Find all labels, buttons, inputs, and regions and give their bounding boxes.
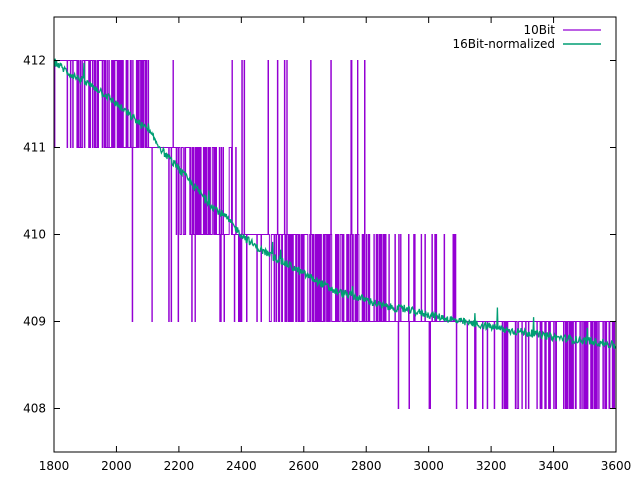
series-16bit-line <box>53 58 616 351</box>
series-16bit-normalized <box>53 58 616 351</box>
series-10bit-line <box>54 60 616 409</box>
y-tick-label: 412 <box>23 54 46 68</box>
legend-label-16bit: 16Bit-normalized <box>452 37 555 51</box>
x-tick-label: 3600 <box>601 459 632 473</box>
x-tick-label: 2600 <box>289 459 320 473</box>
x-tick-label: 1800 <box>39 459 70 473</box>
x-tick-label: 2200 <box>164 459 195 473</box>
axes: 1800 2000 2200 2400 2600 2800 3000 3200 3400 3600… <box>23 17 631 473</box>
x-tick-label: 3000 <box>413 459 444 473</box>
series-10bit <box>54 60 616 409</box>
y-tick-label: 410 <box>23 228 46 242</box>
legend-label-10bit: 10Bit <box>523 23 555 37</box>
y-tick-label: 411 <box>23 141 46 155</box>
x-tick-label: 2400 <box>226 459 257 473</box>
y-tick-label: 409 <box>23 315 46 329</box>
y-tick-label: 408 <box>23 402 46 416</box>
x-tick-label: 3400 <box>538 459 569 473</box>
x-tick-label: 2800 <box>351 459 382 473</box>
x-tick-label: 3200 <box>476 459 507 473</box>
legend: 10Bit 16Bit-normalized <box>452 23 601 51</box>
x-tick-label: 2000 <box>101 459 132 473</box>
